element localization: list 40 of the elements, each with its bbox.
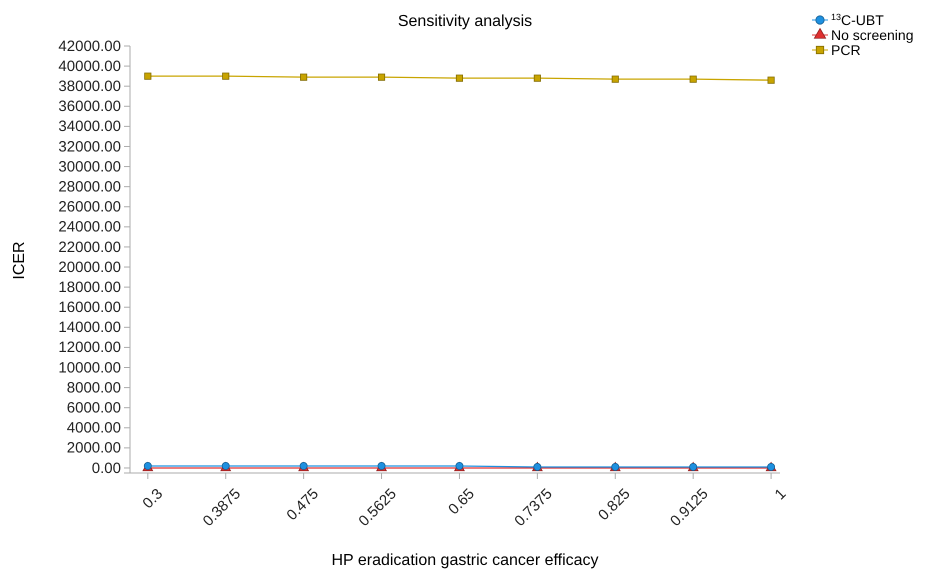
y-tick-label: 16000.00: [58, 299, 121, 316]
y-axis-title: ICER: [11, 241, 28, 280]
y-tick-label: 12000.00: [58, 339, 121, 356]
y-tick-label: 2000.00: [66, 440, 121, 457]
point: [534, 74, 541, 82]
point: [612, 76, 619, 83]
chart-title: Sensitivity analysis: [398, 13, 532, 30]
point: [456, 74, 464, 82]
y-tick-label: 6000.00: [66, 399, 121, 416]
point: [300, 74, 308, 81]
y-tick-label: 22000.00: [58, 238, 121, 256]
point: [378, 74, 386, 81]
y-tick-label: 24000.00: [58, 218, 121, 236]
x-tick-label: 1: [772, 485, 790, 504]
point: [144, 72, 152, 80]
y-tick-label: 38000.00: [58, 78, 121, 95]
legend-label: No screening: [831, 27, 914, 43]
y-tick-label: 28000.00: [58, 178, 121, 196]
y-tick-label: 18000.00: [58, 278, 121, 296]
point: [768, 76, 775, 84]
legend-label: PCR: [831, 42, 861, 58]
legend-label: $^{13}$C-UBT: [831, 12, 884, 28]
y-tick-label: 14000.00: [58, 319, 121, 336]
x-tick-label: 0.3: [139, 485, 166, 512]
y-tick-label: 4000.00: [66, 420, 121, 437]
y-tick-label: 26000.00: [58, 198, 121, 216]
y-tick-label: 30000.00: [58, 158, 121, 176]
point: [690, 76, 697, 83]
y-tick-label: 8000.00: [66, 379, 121, 396]
x-axis-title: HP eradication gastric cancer efficacy: [331, 552, 599, 569]
y-tick-label: 20000.00: [58, 258, 121, 276]
x-tick-label: 0.65: [445, 485, 478, 518]
y-tick-label: 10000.00: [58, 359, 121, 376]
y-tick-label: 32000.00: [58, 138, 121, 156]
y-tick-label: 42000.00: [58, 38, 121, 55]
y-tick-label: 34000.00: [58, 118, 121, 136]
y-tick-label: 0.00: [92, 460, 121, 477]
point: [222, 72, 230, 80]
y-tick-label: 36000.00: [58, 98, 121, 116]
y-tick-label: 40000.00: [58, 58, 121, 75]
